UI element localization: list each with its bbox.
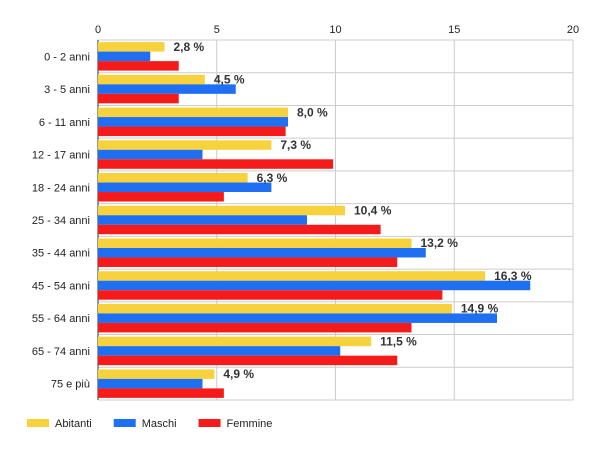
data-label: 2,8 % [174,40,205,54]
bar-maschi[interactable] [98,51,151,62]
bar-abitanti[interactable] [98,271,486,281]
x-tick-label: 20 [567,24,579,36]
x-tick-label: 0 [95,24,101,36]
legend-label-femmine: Femmine [227,418,273,430]
category-label: 18 - 24 anni [32,182,90,194]
data-label: 7,3 % [280,138,311,152]
bar-maschi[interactable] [98,117,288,127]
bar-maschi[interactable] [98,346,341,356]
category-label: 55 - 64 anni [32,313,90,325]
bar-abitanti[interactable] [98,336,372,347]
category-label: 75 e più [51,379,90,391]
data-label: 11,5 % [380,334,417,348]
bar-femmine[interactable] [98,126,286,137]
bar-abitanti[interactable] [98,173,248,183]
category-label: 6 - 11 anni [39,117,90,129]
category-labels: 0 - 2 anni 3 - 5 anni 6 - 11 anni 12 - 17 a… [32,51,90,390]
data-labels: 2,8 % 4,5 % 8,0 % 7,3 % 6,3 % 10,4 % 13,2 % 16,… [174,40,532,381]
bar-femmine[interactable] [98,61,179,71]
bar-femmine[interactable] [98,192,224,202]
legend-label-maschi: Maschi [142,418,177,430]
bar-abitanti[interactable] [98,238,412,248]
bar-femmine[interactable] [98,322,412,333]
legend-swatch-femmine [198,419,221,427]
bar-maschi[interactable] [98,280,531,291]
category-label: 0 - 2 anni [44,51,90,63]
bar-abitanti[interactable] [98,74,205,85]
data-label: 4,5 % [214,73,245,87]
bar-femmine[interactable] [98,159,334,169]
bar-maschi[interactable] [98,149,203,160]
bar-abitanti[interactable] [98,205,345,216]
legend-swatch-maschi [113,419,136,427]
data-label: 10,4 % [354,204,392,218]
category-label: 35 - 44 anni [32,248,90,260]
data-label: 13,2 % [421,236,459,250]
bar-maschi[interactable] [98,215,307,225]
x-tick-label: 15 [448,24,460,36]
bar-abitanti[interactable] [98,303,452,314]
x-tick-label: 10 [329,24,341,36]
bar-abitanti[interactable] [98,369,215,379]
category-label: 45 - 54 anni [32,280,90,292]
bar-femmine[interactable] [98,290,443,300]
legend-swatch-abitanti [27,419,49,427]
data-label: 6,3 % [257,171,288,185]
bar-femmine[interactable] [98,388,224,398]
data-label: 8,0 % [297,105,328,119]
category-label: 12 - 17 anni [32,150,90,162]
bar-femmine[interactable] [98,224,381,235]
bars [98,42,531,398]
category-label: 65 - 74 anni [32,346,90,358]
bar-abitanti[interactable] [98,140,272,150]
data-label: 4,9 % [223,367,254,381]
data-label: 16,3 % [494,269,532,283]
x-axis-ticks: 0 5 10 15 20 [95,24,579,36]
bar-maschi[interactable] [98,84,236,94]
bar-maschi[interactable] [98,378,203,389]
bar-maschi[interactable] [98,313,497,323]
bar-femmine[interactable] [98,93,179,104]
bar-maschi[interactable] [98,182,272,193]
bar-femmine[interactable] [98,355,398,366]
legend-label-abitanti: Abitanti [55,418,92,430]
category-label: 25 - 34 anni [32,215,90,227]
bar-abitanti[interactable] [98,42,165,52]
category-label: 3 - 5 anni [44,84,90,96]
bar-maschi[interactable] [98,247,426,258]
bar-abitanti[interactable] [98,107,288,118]
bar-femmine[interactable] [98,257,398,267]
legend: Abitanti Maschi Femmine [27,418,272,430]
data-label: 14,9 % [461,302,499,316]
x-tick-label: 5 [214,24,220,36]
